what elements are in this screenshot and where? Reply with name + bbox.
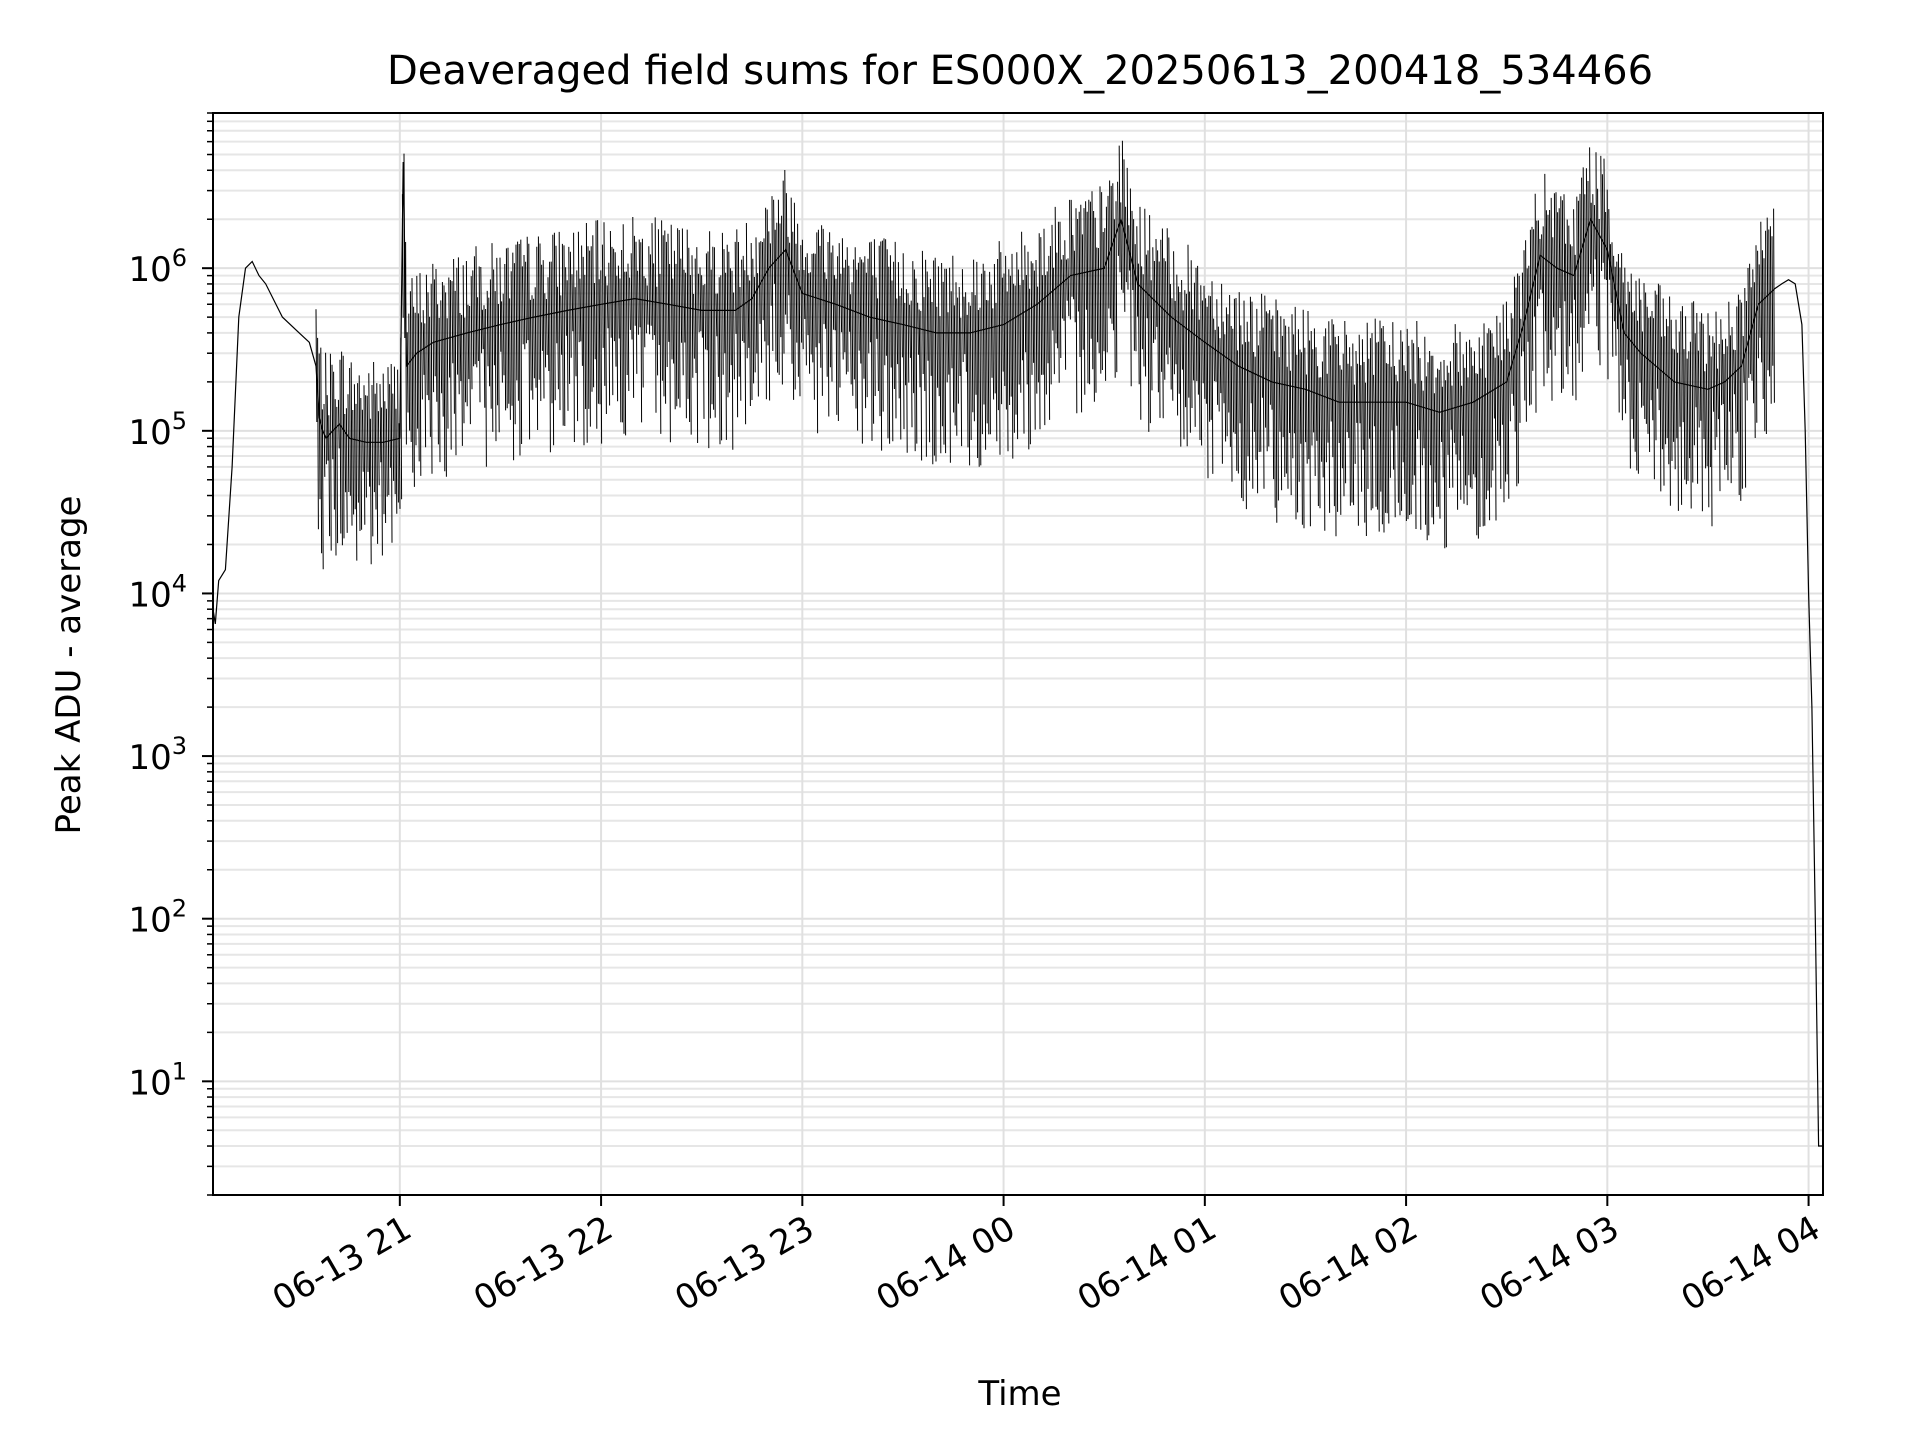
y-tick-label: 106 (128, 244, 187, 290)
x-tick-label: 06-14 01 (1071, 1208, 1223, 1319)
y-axis: 101 102 103 104 105 106 (128, 112, 213, 1196)
series-line (212, 161, 1823, 1147)
x-tick-label: 06-13 23 (668, 1208, 820, 1319)
x-tick-label: 06-13 22 (467, 1208, 619, 1319)
noise-trace (315, 140, 1775, 570)
y-tick-label: 101 (128, 1057, 187, 1103)
chart-title: Deaveraged field sums for ES000X_2025061… (387, 48, 1653, 94)
x-axis: 06-13 21 06-13 22 06-13 23 06-14 00 06-14 01… (266, 1195, 1827, 1319)
x-tick-label: 06-14 03 (1473, 1208, 1625, 1319)
plot-frame (212, 112, 1824, 1196)
y-tick-label: 102 (128, 895, 187, 941)
data-noise-envelope (315, 140, 1775, 570)
x-axis-label: Time (977, 1374, 1061, 1414)
y-tick-label: 104 (128, 569, 187, 615)
x-tick-label: 06-13 21 (266, 1208, 418, 1319)
x-tick-label: 06-14 04 (1675, 1208, 1827, 1319)
x-tick-label: 06-14 00 (870, 1208, 1022, 1319)
y-tick-label: 105 (128, 407, 187, 453)
y-axis-label: Peak ADU - average (49, 496, 89, 835)
x-tick-label: 06-14 02 (1272, 1208, 1424, 1319)
y-tick-label: 103 (128, 732, 187, 778)
